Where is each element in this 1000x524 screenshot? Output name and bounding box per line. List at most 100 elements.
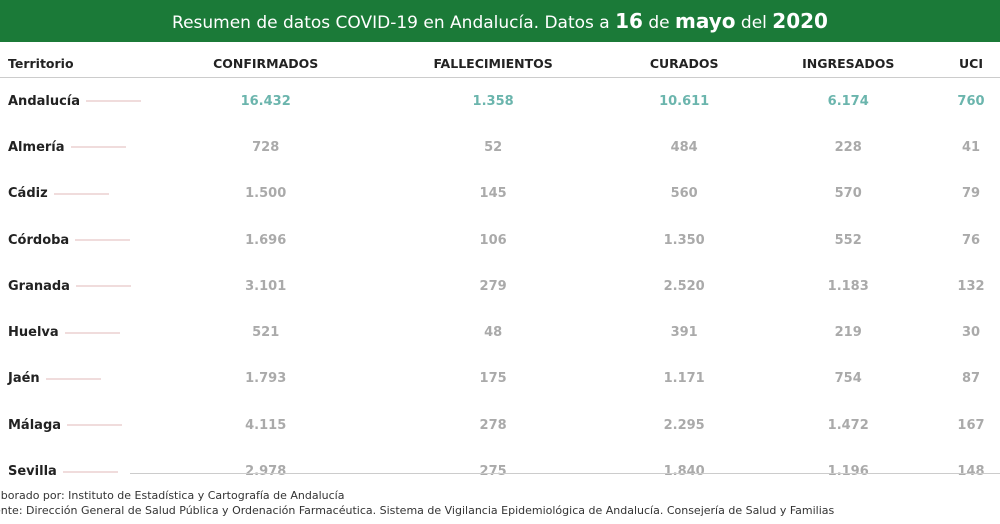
table-header: Territorio CONFIRMADOS FALLECIMIENTOS CURAD… (0, 50, 1000, 78)
data-table: Territorio CONFIRMADOS FALLECIMIENTOS CURAD… (0, 50, 1000, 495)
value-cell: 1.171 (663, 371, 705, 387)
value-cell: 1.793 (245, 371, 287, 387)
value-cell: 52 (484, 139, 503, 155)
sparkline (62, 470, 118, 473)
title-day: 16 (615, 9, 643, 33)
value-cell: 6.174 (827, 93, 869, 109)
value-cell: 521 (252, 325, 280, 341)
column-header: FALLECIMIENTOS (372, 50, 614, 78)
sparkline (67, 424, 123, 427)
value-cell: 1.358 (472, 93, 514, 109)
value-cell: 2.295 (663, 417, 705, 433)
sparkline (53, 192, 109, 195)
territory-name: Málaga (8, 417, 62, 433)
table-row: Málaga 4.115 278 2.295 1.472 167 (0, 402, 1000, 448)
title-de: de (642, 13, 676, 33)
sparkline (70, 146, 126, 149)
value-cell: 279 (479, 278, 507, 294)
territory-name: Cádiz (8, 186, 48, 202)
value-cell: 41 (961, 139, 981, 155)
value-cell: 760 (957, 93, 985, 109)
table-row: Sevilla 2.978 275 1.840 1.196 148 (0, 448, 1000, 494)
territory-cell: Almería (0, 124, 159, 170)
value-cell: 754 (834, 371, 862, 387)
value-cell: 30 (961, 325, 981, 341)
territory-cell: Málaga (0, 402, 159, 448)
value-cell: 1.840 (663, 464, 705, 480)
table-row: Cádiz 1.500 145 560 570 79 (0, 171, 1000, 217)
territory-name: Almería (8, 139, 65, 155)
value-cell: 145 (479, 186, 507, 202)
table-row: Jaén 1.793 175 1.171 754 87 (0, 356, 1000, 402)
title-del: del (735, 13, 773, 33)
value-cell: 1.183 (827, 278, 869, 294)
territory-cell: Andalucía (0, 78, 159, 125)
value-cell: 1.350 (663, 232, 705, 248)
territory-name: Córdoba (8, 232, 70, 248)
value-cell: 1.500 (245, 186, 287, 202)
sparkline (86, 100, 142, 103)
sparkline (75, 285, 131, 288)
table-row: Córdoba 1.696 106 1.350 552 76 (0, 217, 1000, 263)
value-cell: 87 (961, 371, 981, 387)
value-cell: 79 (961, 186, 981, 202)
divider (130, 473, 1000, 474)
value-cell: 391 (670, 325, 698, 341)
value-cell: 219 (834, 325, 862, 341)
column-header: INGRESADOS (754, 50, 942, 78)
column-header: Territorio (0, 50, 159, 78)
territory-cell: Cádiz (0, 171, 159, 217)
sparkline (45, 377, 101, 380)
title-month: mayo (675, 9, 736, 33)
table-row: Andalucía 16.432 1.358 10.611 6.174 760 (0, 78, 1000, 125)
value-cell: 2.978 (245, 464, 287, 480)
value-cell: 278 (479, 417, 507, 433)
value-cell: 3.101 (245, 278, 287, 294)
sparkline (75, 239, 131, 242)
value-cell: 48 (484, 325, 503, 341)
value-cell: 228 (834, 139, 862, 155)
value-cell: 175 (479, 371, 507, 387)
value-cell: 4.115 (245, 417, 287, 433)
value-cell: 552 (834, 232, 862, 248)
territory-cell: Jaén (0, 356, 159, 402)
table-row: Huelva 521 48 391 219 30 (0, 309, 1000, 355)
footer: aborado por: Instituto de Estadística y … (0, 488, 834, 518)
column-header: UCI (941, 50, 1000, 78)
value-cell: 1.696 (245, 232, 287, 248)
value-cell: 1.196 (827, 464, 869, 480)
value-cell: 106 (479, 232, 507, 248)
column-header: CONFIRMADOS (159, 50, 373, 78)
value-cell: 275 (479, 464, 507, 480)
value-cell: 560 (670, 186, 698, 202)
sparkline (64, 331, 120, 334)
value-cell: 484 (670, 139, 698, 155)
footer-credit: aborado por: Instituto de Estadística y … (0, 489, 345, 502)
territory-cell: Córdoba (0, 217, 159, 263)
territory-name: Jaén (8, 371, 40, 387)
territory-cell: Granada (0, 263, 159, 309)
value-cell: 2.520 (663, 278, 705, 294)
footer-source: ente: Dirección General de Salud Pública… (0, 504, 835, 517)
page-title: Resumen de datos COVID-19 en Andalucía. … (0, 0, 1000, 42)
table-row: Granada 3.101 279 2.520 1.183 132 (0, 263, 1000, 309)
title-year: 2020 (772, 9, 828, 33)
column-header: CURADOS (613, 50, 755, 78)
value-cell: 1.472 (827, 417, 869, 433)
value-cell: 167 (957, 417, 985, 433)
territory-name: Granada (8, 278, 70, 294)
value-cell: 132 (957, 278, 985, 294)
table-row: Almería 728 52 484 228 41 (0, 124, 1000, 170)
value-cell: 570 (834, 186, 862, 202)
territory-name: Sevilla (8, 464, 57, 480)
territory-cell: Sevilla (0, 448, 159, 494)
value-cell: 728 (252, 139, 280, 155)
territory-name: Huelva (8, 325, 59, 341)
value-cell: 148 (957, 464, 985, 480)
value-cell: 10.611 (659, 93, 710, 109)
title-text: Resumen de datos COVID-19 en Andalucía. … (172, 13, 616, 33)
value-cell: 16.432 (240, 93, 291, 109)
territory-cell: Huelva (0, 309, 159, 355)
value-cell: 76 (961, 232, 981, 248)
territory-name: Andalucía (8, 93, 81, 109)
